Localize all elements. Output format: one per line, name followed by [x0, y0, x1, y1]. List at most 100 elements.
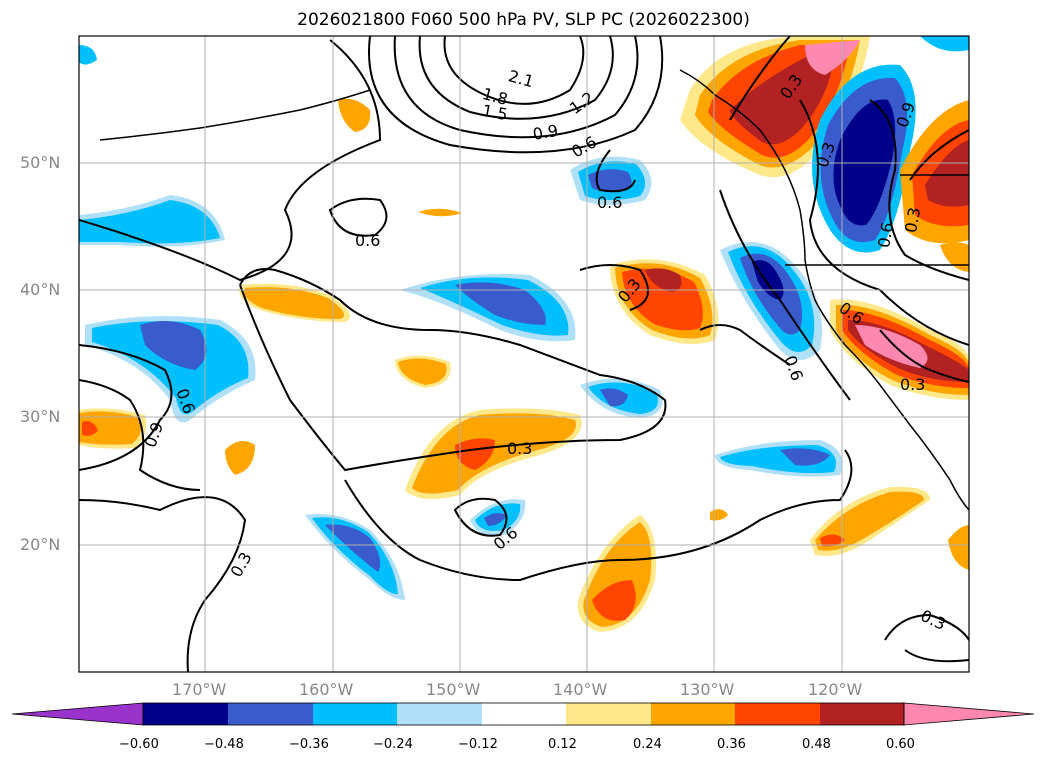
- colorbar-extend-positive: [903, 702, 1035, 726]
- pv-positive-region: [398, 358, 447, 385]
- pv-negative-region: [780, 448, 830, 466]
- slp-contour-line: [595, 149, 636, 193]
- pv-negative-region: [92, 321, 249, 415]
- coastline-alaska: [99, 89, 371, 141]
- colorbar-segment: [735, 703, 820, 725]
- slp-contour-line: [799, 99, 969, 346]
- colorbar-segment: [566, 703, 651, 725]
- pv-positive-region: [338, 98, 371, 132]
- coastline-north-america: [679, 69, 969, 511]
- slp-contour-line: [443, 36, 585, 105]
- pv-negative-region: [79, 200, 220, 244]
- slp-contour-line: [904, 649, 969, 663]
- slp-contour-line: [879, 329, 969, 383]
- slp-contour-line: [79, 496, 247, 672]
- pv-positive-region: [418, 208, 462, 217]
- pv-positive-region: [225, 441, 255, 475]
- lat-tick-label: 30°N: [20, 407, 61, 426]
- pv-negative-region: [325, 524, 381, 572]
- lat-tick-label: 40°N: [20, 280, 61, 299]
- contour-label: 0.3: [901, 206, 924, 234]
- pv-positive-region: [82, 421, 98, 436]
- colorbar-label: −0.24: [373, 737, 413, 752]
- slp-contour-line: [579, 264, 649, 311]
- colorbar-segment: [313, 703, 397, 725]
- lat-tick-label: 20°N: [20, 535, 61, 554]
- contour-label: 1.5: [481, 101, 509, 124]
- colorbar-label: 0.24: [633, 737, 662, 752]
- pv-positive-region: [622, 268, 703, 331]
- pv-positive-region: [710, 509, 728, 521]
- contour-label: 0.3: [507, 439, 532, 458]
- colorbar-label: −0.36: [289, 737, 329, 752]
- contour-label: 0.6: [355, 231, 380, 250]
- pv-positive-region: [925, 140, 969, 207]
- slp-contour-line: [239, 268, 667, 472]
- pv-positive-region: [412, 413, 576, 494]
- slp-contour-line: [79, 344, 173, 471]
- colorbar-segment: [820, 703, 904, 725]
- slp-contour-line: [79, 379, 201, 491]
- colorbar-segment: [143, 703, 228, 725]
- pv-positive-region: [730, 55, 835, 145]
- colorbar-extend-negative: [11, 702, 144, 726]
- slp-contour-line: [328, 197, 388, 237]
- pv-negative-region: [600, 388, 628, 407]
- pv-positive-region: [940, 242, 969, 272]
- slp-contour-line: [884, 613, 969, 641]
- colorbar-segment: [397, 703, 482, 725]
- lat-tick-label: 50°N: [20, 153, 61, 172]
- lon-tick-label: 140°W: [553, 680, 608, 699]
- map-title: 2026021800 F060 500 hPa PV, SLP PC (2026…: [297, 10, 750, 30]
- pv-negative-region: [920, 36, 969, 52]
- contour-label: 0.3: [918, 606, 949, 634]
- pv-negative-region: [140, 321, 207, 370]
- contour-label: 0.9: [531, 121, 559, 144]
- pv-positive-region: [592, 580, 636, 621]
- colorbar-label: 0.60: [886, 737, 915, 752]
- colorbar-segment: [651, 703, 735, 725]
- slp-contour-line: [453, 497, 508, 537]
- colorbar-segment: [482, 703, 566, 725]
- contour-label: 0.6: [874, 221, 897, 249]
- slp-contour-line: [79, 39, 382, 282]
- lon-tick-label: 160°W: [299, 680, 354, 699]
- colorbar-label: 0.12: [548, 737, 577, 752]
- slp-contour-line: [418, 36, 614, 120]
- lon-tick-label: 130°W: [680, 680, 735, 699]
- contour-label: 2.1: [506, 66, 536, 91]
- colorbar-label: 0.48: [802, 737, 831, 752]
- contour-label: 0.6: [597, 193, 622, 212]
- pv-positive-region: [820, 534, 845, 547]
- colorbar: [11, 702, 1035, 726]
- pv-positive-region: [948, 525, 969, 570]
- gridlines: [79, 36, 969, 672]
- slp-contour-line: [699, 324, 791, 366]
- colorbar-label: −0.48: [204, 737, 244, 752]
- pv-negative-region: [455, 282, 546, 325]
- slp-contour-line: [344, 449, 853, 582]
- pv-negative-region: [484, 513, 506, 526]
- pv-negative-region: [312, 517, 398, 595]
- contour-label: 1.2: [566, 88, 598, 118]
- colorbar-segment: [228, 703, 313, 725]
- pv-positive-region: [244, 287, 344, 319]
- pv-positive-region: [645, 268, 682, 292]
- contour-label: 0.3: [900, 375, 925, 394]
- colorbar-label: −0.60: [119, 737, 159, 752]
- lon-tick-label: 170°W: [172, 680, 227, 699]
- map-frame: [78, 35, 970, 673]
- contour-label: 0.6: [568, 132, 600, 161]
- coastline: [99, 69, 969, 511]
- lon-tick-label: 150°W: [426, 680, 481, 699]
- colorbar-label: 0.36: [717, 737, 746, 752]
- colorbar-label: −0.12: [458, 737, 498, 752]
- slp-contour-line: [368, 36, 664, 154]
- slp-contour-line: [719, 189, 851, 401]
- lon-tick-label: 120°W: [808, 680, 863, 699]
- pv-negative-region: [833, 99, 896, 226]
- slp-contours: [79, 36, 969, 672]
- pv-positive-region: [79, 411, 142, 445]
- slp-contour-line: [393, 36, 639, 139]
